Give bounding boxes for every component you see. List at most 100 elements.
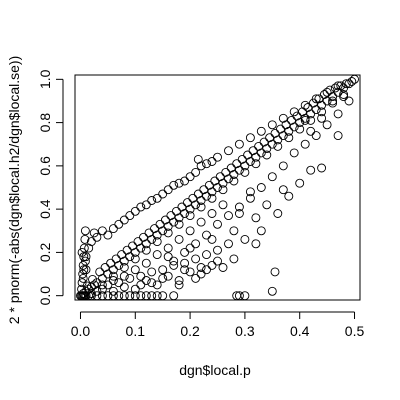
- data-point: [248, 146, 258, 156]
- y-tick-label: 0.4: [37, 199, 53, 219]
- data-point: [77, 278, 87, 288]
- data-point: [169, 180, 179, 190]
- data-point: [256, 226, 266, 236]
- data-point: [289, 148, 299, 158]
- data-point: [158, 226, 168, 236]
- data-point: [119, 215, 129, 225]
- y-tick-label: 1.0: [37, 69, 53, 89]
- data-point: [328, 98, 338, 108]
- data-point: [278, 113, 288, 123]
- data-point: [141, 200, 151, 210]
- data-point: [111, 254, 121, 264]
- data-point: [82, 281, 92, 291]
- data-point: [125, 273, 135, 283]
- data-point: [213, 219, 222, 229]
- data-point: [278, 131, 288, 141]
- data-point: [150, 224, 159, 234]
- data-point: [196, 263, 206, 272]
- data-point: [306, 126, 316, 136]
- data-point: [130, 265, 140, 275]
- data-point: [234, 165, 244, 175]
- data-point: [215, 172, 225, 182]
- data-point: [141, 276, 151, 285]
- data-point: [234, 209, 244, 218]
- y-axis: 0.0 0.2 0.4 0.6 0.8 1.0: [37, 69, 64, 305]
- data-point: [147, 267, 157, 277]
- data-point: [106, 258, 116, 268]
- data-point: [78, 260, 88, 270]
- data-point: [191, 200, 201, 210]
- data-point: [174, 280, 184, 290]
- data-point: [311, 131, 321, 141]
- data-point: [139, 232, 148, 242]
- y-tick-label: 0.2: [37, 242, 53, 262]
- data-point: [100, 263, 110, 272]
- data-point: [207, 157, 217, 166]
- data-point: [84, 243, 94, 253]
- data-point: [97, 226, 107, 236]
- data-point: [339, 90, 349, 99]
- data-point: [207, 209, 217, 218]
- data-point: [144, 228, 154, 238]
- data-point: [278, 185, 288, 195]
- data-point: [103, 230, 113, 240]
- data-point: [174, 213, 184, 223]
- data-point: [171, 206, 181, 216]
- data-point: [152, 250, 162, 260]
- data-point: [234, 139, 244, 149]
- data-point: [185, 172, 195, 182]
- data-point: [229, 176, 239, 186]
- data-point: [240, 234, 250, 244]
- data-point: [196, 161, 206, 171]
- data-point: [152, 230, 162, 240]
- data-point: [158, 265, 168, 275]
- data-point: [210, 176, 220, 186]
- data-point: [273, 141, 283, 151]
- data-point: [103, 280, 113, 290]
- x-tick-label: 0.0: [71, 323, 91, 339]
- data-point: [114, 260, 124, 270]
- data-point: [136, 280, 146, 290]
- data-point: [224, 211, 233, 221]
- data-point: [333, 131, 343, 141]
- data-point: [276, 124, 285, 134]
- data-point: [125, 211, 135, 221]
- data-point: [119, 263, 129, 272]
- data-point: [270, 128, 280, 138]
- data-point: [130, 254, 140, 264]
- data-point: [319, 90, 329, 99]
- data-point: [202, 191, 211, 201]
- data-point: [314, 94, 324, 104]
- data-point: [103, 269, 113, 279]
- data-point: [224, 239, 233, 249]
- data-point: [202, 265, 211, 275]
- data-point: [180, 258, 190, 268]
- data-point: [114, 278, 124, 288]
- data-point: [300, 113, 310, 123]
- data-point: [262, 144, 272, 154]
- data-point: [344, 79, 354, 89]
- data-point: [278, 161, 288, 171]
- data-point: [273, 209, 283, 218]
- data-point: [317, 163, 327, 173]
- data-point: [300, 139, 310, 149]
- x-tick-label: 0.1: [126, 323, 146, 339]
- data-point: [160, 215, 170, 225]
- data-point: [163, 243, 173, 253]
- data-point: [108, 271, 118, 281]
- data-point: [125, 252, 135, 262]
- data-point: [267, 286, 277, 296]
- y-tick-label: 0.6: [37, 156, 53, 176]
- data-point: [136, 202, 146, 212]
- data-point: [180, 176, 190, 186]
- data-point: [191, 167, 201, 177]
- data-point: [169, 256, 179, 266]
- data-point: [163, 271, 173, 281]
- data-point: [237, 154, 247, 164]
- data-point: [240, 161, 250, 171]
- data-point: [221, 167, 231, 177]
- data-point: [196, 217, 206, 227]
- data-point: [306, 109, 316, 119]
- data-point: [229, 170, 239, 179]
- data-point: [155, 219, 165, 229]
